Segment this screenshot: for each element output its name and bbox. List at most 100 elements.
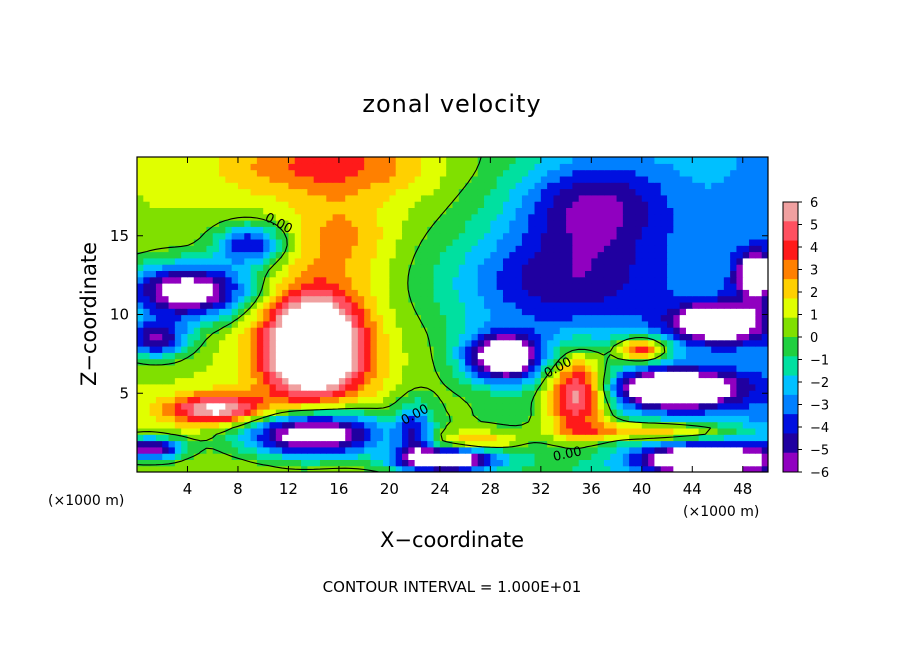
heatmap-cell (540, 383, 548, 391)
heatmap-cell (534, 421, 542, 429)
heatmap-cell (540, 377, 548, 385)
heatmap-cell (698, 301, 706, 309)
heatmap-cell (679, 415, 687, 423)
heatmap-cell (477, 364, 485, 372)
heatmap-cell (168, 232, 176, 240)
heatmap-cell (383, 194, 390, 202)
heatmap-cell (484, 415, 491, 423)
heatmap-cell (711, 434, 719, 442)
heatmap-cell (622, 264, 630, 271)
heatmap-cell (408, 245, 416, 253)
heatmap-cell (168, 301, 176, 309)
heatmap-cell (635, 289, 643, 297)
heatmap-cell (679, 402, 687, 410)
heatmap-cell (155, 346, 163, 353)
heatmap-cell (502, 352, 510, 360)
heatmap-cell (149, 251, 157, 259)
heatmap-cell (635, 301, 643, 309)
heatmap-cell (597, 371, 605, 379)
heatmap-cell (408, 232, 416, 240)
heatmap-cell (742, 251, 750, 259)
heatmap-cell (212, 264, 220, 271)
heatmap-cell (269, 188, 277, 196)
heatmap-cell (137, 440, 144, 448)
heatmap-cell (496, 314, 504, 322)
heatmap-cell (332, 264, 340, 271)
heatmap-cell (288, 213, 296, 221)
heatmap-cell (490, 371, 498, 379)
heatmap-cell (250, 339, 258, 347)
heatmap-cell (673, 308, 681, 316)
heatmap-cell (301, 194, 308, 202)
heatmap-cell (244, 352, 252, 360)
heatmap-cell (723, 257, 731, 265)
heatmap-cell (477, 465, 485, 472)
heatmap-cell (585, 346, 592, 353)
heatmap-cell (193, 207, 201, 215)
heatmap-cell (641, 434, 649, 442)
heatmap-cell (307, 207, 315, 215)
heatmap-cell (465, 440, 473, 448)
heatmap-cell (200, 409, 208, 416)
heatmap-cell (237, 427, 245, 435)
heatmap-cell (162, 182, 170, 190)
heatmap-cell (193, 201, 201, 208)
heatmap-cell (200, 163, 208, 171)
heatmap-cell (193, 276, 201, 284)
heatmap-cell (711, 465, 719, 472)
heatmap-cell (484, 232, 491, 240)
heatmap-cell (673, 289, 681, 297)
heatmap-cell (137, 402, 144, 410)
heatmap-cell (319, 182, 327, 190)
heatmap-cell (496, 320, 504, 328)
heatmap-cell (162, 295, 170, 303)
heatmap-cell (200, 238, 208, 246)
heatmap-cell (654, 157, 662, 164)
heatmap-cell (319, 327, 327, 334)
heatmap-cell (446, 264, 454, 271)
heatmap-cell (585, 238, 592, 246)
heatmap-cell (465, 415, 473, 423)
heatmap-cell (736, 440, 744, 448)
heatmap-cell (730, 188, 738, 196)
heatmap-cell (427, 245, 435, 253)
heatmap-cell (206, 163, 214, 171)
heatmap-cell (162, 396, 170, 404)
heatmap-cell (641, 377, 649, 385)
heatmap-cell (528, 440, 536, 448)
heatmap-cell (250, 371, 258, 379)
heatmap-cell (319, 314, 327, 322)
heatmap-cell (149, 415, 157, 423)
heatmap-cell (547, 320, 555, 328)
heatmap-cell (585, 465, 592, 472)
heatmap-cell (496, 459, 504, 467)
heatmap-cell (357, 358, 365, 366)
heatmap-cell (698, 358, 706, 366)
heatmap-cell (162, 358, 170, 366)
heatmap-cell (269, 295, 277, 303)
heatmap-cell (351, 308, 359, 316)
heatmap-cell (692, 213, 700, 221)
heatmap-cell (547, 220, 555, 227)
heatmap-cell (294, 434, 302, 442)
heatmap-cell (610, 213, 618, 221)
heatmap-cell (338, 213, 346, 221)
heatmap-cell (383, 358, 390, 366)
heatmap-cell (458, 283, 466, 290)
heatmap-cell (256, 434, 264, 442)
heatmap-cell (685, 257, 693, 265)
heatmap-cell (496, 327, 504, 334)
heatmap-cell (389, 188, 397, 196)
heatmap-cell (496, 446, 504, 454)
heatmap-cell (225, 308, 233, 316)
heatmap-cell (206, 352, 214, 360)
heatmap-cell (187, 396, 195, 404)
heatmap-cell (364, 226, 372, 234)
heatmap-cell (307, 346, 315, 353)
heatmap-cell (383, 308, 390, 316)
heatmap-cell (370, 421, 378, 429)
heatmap-cell (155, 421, 163, 429)
heatmap-cell (294, 163, 302, 171)
heatmap-cell (723, 377, 731, 385)
heatmap-cell (383, 157, 390, 164)
